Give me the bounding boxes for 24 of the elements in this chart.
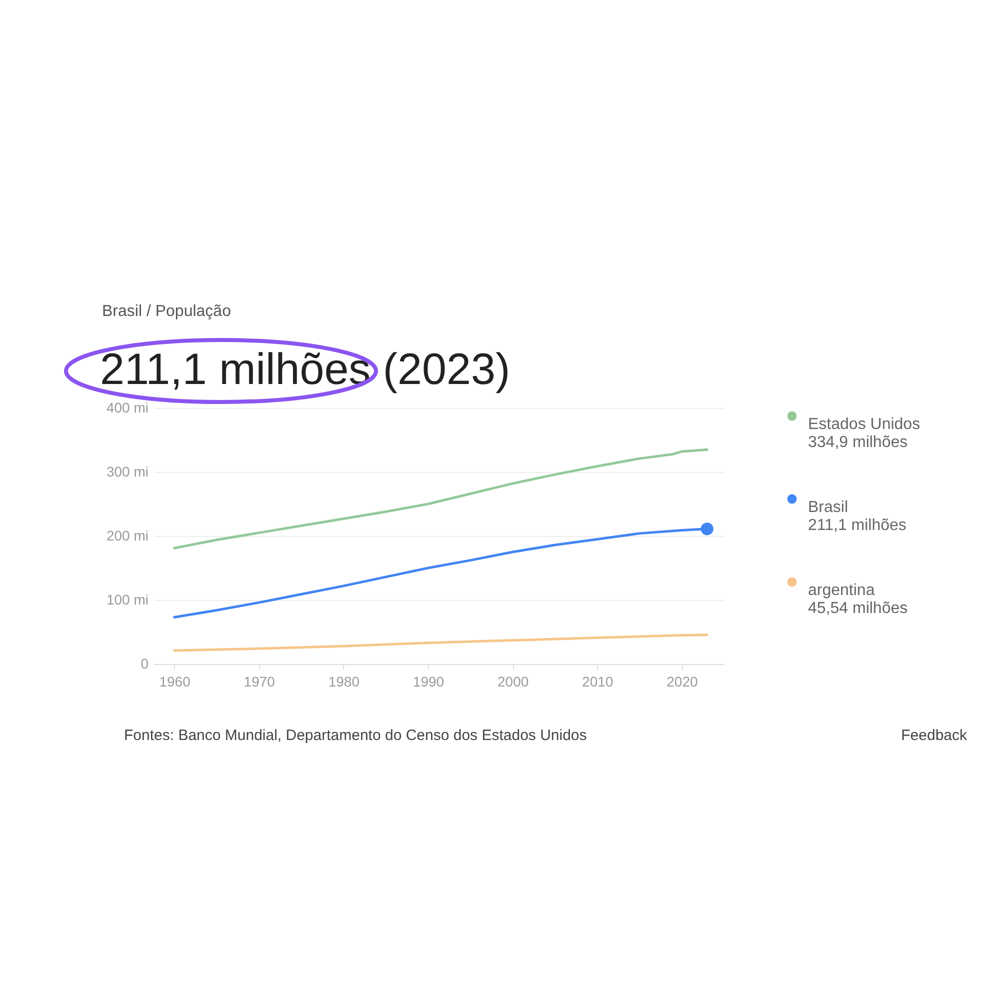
text: 45,54 milhões (808, 600, 908, 617)
legend-label: argentina (808, 582, 875, 599)
legend-label: Estados Unidos (808, 416, 920, 433)
x-tick-label: 1970 (244, 674, 276, 690)
x-tick-label: 2020 (666, 674, 698, 690)
text: 211,1 milhões (808, 517, 906, 534)
x-tick-label: 2010 (582, 674, 614, 690)
x-tick-label: 1980 (328, 674, 360, 690)
text: 334,9 milhões (808, 434, 908, 451)
line-series (173, 634, 708, 652)
y-tick-label: 300 mi (106, 464, 148, 480)
line-series (173, 448, 708, 550)
chart-subtitle: Brasil / População (102, 303, 231, 321)
y-tick-label: 200 mi (106, 528, 148, 544)
text: Fontes: Banco Mundial, Departamento do Censo dos Estados Unidos (124, 727, 587, 744)
legend-label: Brasil (808, 499, 848, 516)
x-tick-label: 1990 (412, 674, 444, 690)
text: Feedback (901, 727, 967, 744)
y-tick-label: 100 mi (106, 592, 148, 608)
x-tick-label: 1960 (159, 674, 191, 690)
chart-title: 211,1 milhões (2023) (100, 345, 510, 395)
x-tick-label: 2000 (498, 674, 529, 690)
y-tick-label: 400 mi (106, 400, 148, 416)
y-tick-label: 0 (140, 656, 149, 672)
